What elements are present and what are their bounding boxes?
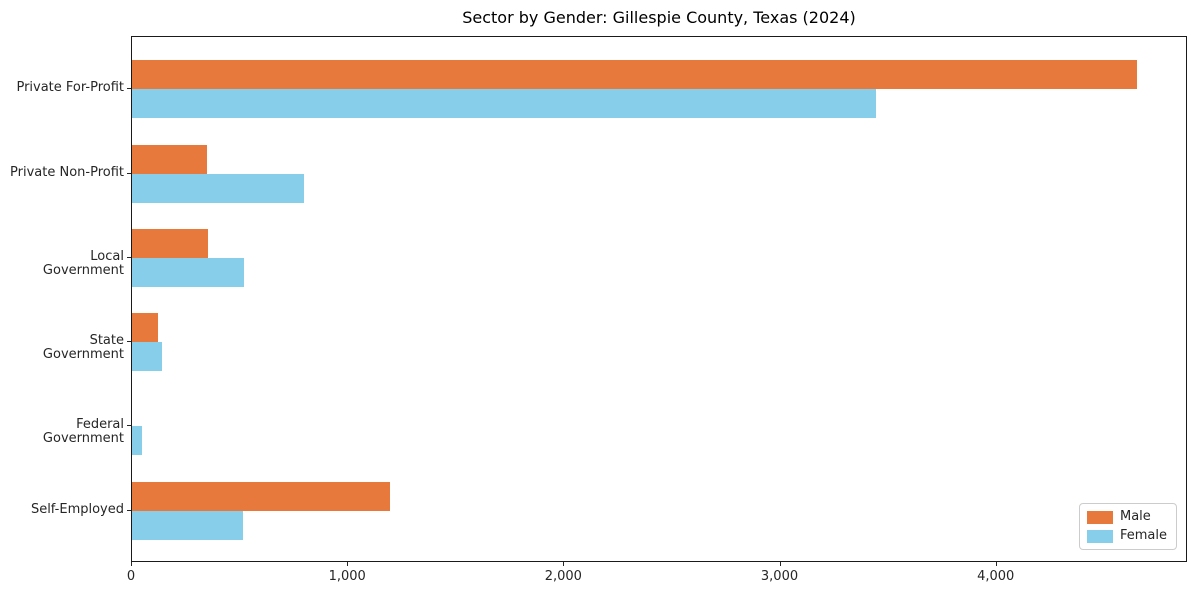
x-tick-mark — [779, 562, 781, 566]
plot-area: Male Female — [131, 36, 1187, 562]
legend-swatch-male — [1086, 510, 1113, 524]
y-tick-mark — [127, 88, 131, 90]
y-tick-mark — [127, 509, 131, 511]
bar-self-employed-male — [132, 481, 391, 511]
bar-state-government-male — [132, 313, 158, 343]
bar-self-employed-female — [132, 510, 244, 540]
y-tick-mark — [127, 425, 131, 427]
x-tick-label-4-000: 4,000 — [977, 569, 1015, 584]
legend-label-male: Male — [1119, 509, 1151, 524]
y-tick-label-state-government: State Government — [42, 333, 124, 363]
y-tick-mark — [127, 256, 131, 258]
bar-federal-government-female — [132, 426, 142, 456]
legend: Male Female — [1078, 503, 1177, 550]
x-tick-mark — [347, 562, 349, 566]
bar-private-non-profit-male — [132, 144, 207, 174]
bar-local-government-male — [132, 228, 208, 258]
x-tick-label-3-000: 3,000 — [760, 569, 799, 584]
bar-private-for-profit-male — [132, 60, 1138, 90]
x-tick-mark — [563, 562, 565, 566]
legend-entry-male: Male — [1086, 509, 1167, 524]
legend-entry-female: Female — [1086, 528, 1167, 543]
x-tick-mark — [995, 562, 997, 566]
y-tick-mark — [127, 341, 131, 343]
y-tick-label-self-employed: Self-Employed — [30, 501, 124, 517]
bar-private-non-profit-female — [132, 173, 304, 203]
bar-local-government-female — [132, 257, 245, 287]
y-tick-label-local-government: Local Government — [42, 248, 124, 278]
bar-state-government-female — [132, 342, 163, 372]
x-tick-mark — [131, 562, 132, 566]
x-tick-label-0: 0 — [126, 569, 136, 584]
legend-label-female: Female — [1119, 528, 1167, 543]
chart-title: Sector by Gender: Gillespie County, Texa… — [462, 8, 856, 27]
bar-private-for-profit-female — [132, 89, 876, 119]
legend-swatch-female — [1086, 529, 1113, 543]
y-tick-mark — [127, 172, 131, 174]
y-tick-label-private-for-profit: Private For-Profit — [16, 80, 124, 96]
x-tick-label-1-000: 1,000 — [328, 569, 366, 584]
x-tick-label-2-000: 2,000 — [544, 569, 582, 584]
y-tick-label-federal-government: Federal Government — [42, 417, 124, 447]
y-tick-label-private-non-profit: Private Non-Profit — [10, 164, 124, 180]
